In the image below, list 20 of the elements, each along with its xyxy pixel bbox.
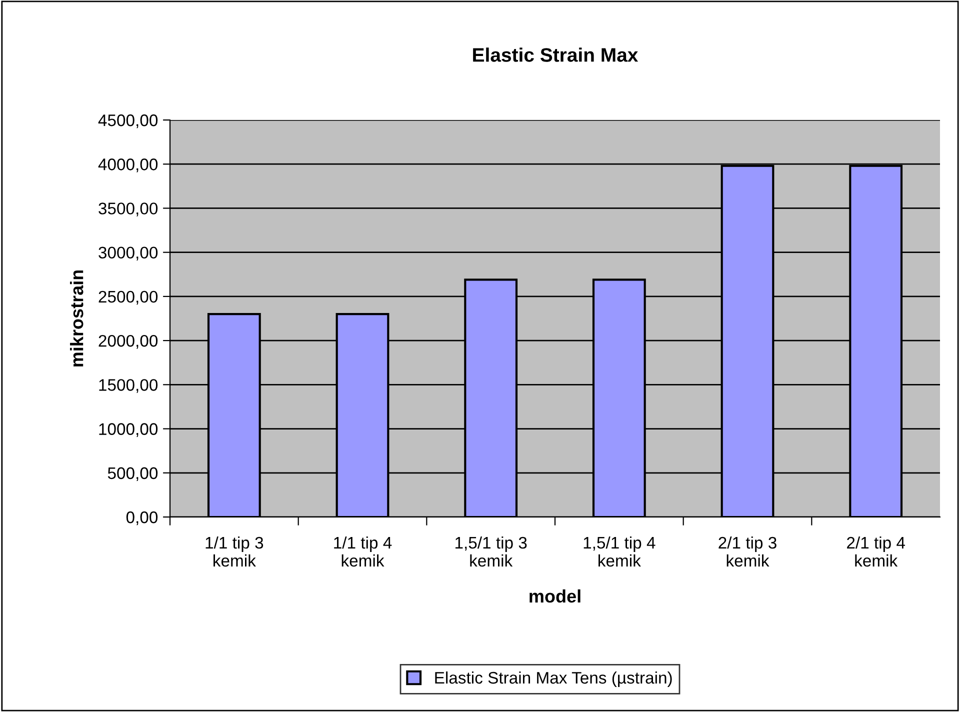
x-axis-title: model <box>530 589 580 603</box>
x-tick-label: 1,5/1 tip 4 kemik <box>584 536 656 567</box>
y-tick-label: 2000,00 <box>98 334 158 349</box>
y-tick-label: 4000,00 <box>98 158 158 172</box>
x-tick-label: 1/1 tip 4 kemik <box>334 536 392 567</box>
y-tick-label: 3500,00 <box>98 202 158 216</box>
y-tick-label: 2500,00 <box>98 290 158 305</box>
y-tick-label: 3000,00 <box>98 246 158 261</box>
y-tick-label: 0,00 <box>126 511 158 526</box>
y-tick-label: 4500,00 <box>98 114 158 128</box>
legend-label: Elastic Strain Max Tens (µstrain) <box>435 671 672 687</box>
y-tick-label: 500,00 <box>108 467 158 482</box>
y-tick-label: 1000,00 <box>99 423 158 437</box>
y-tick-label: 1500,00 <box>99 379 158 393</box>
x-tick-label: 2/1 tip 3 kemik <box>718 536 776 567</box>
x-tick-label: 1/1 tip 3 kemik <box>206 536 264 567</box>
y-axis-title: mikrostrain <box>70 270 84 366</box>
x-tick-label: 2/1 tip 4 kemik <box>847 536 905 567</box>
chart-title: Elastic Strain Max <box>473 48 638 62</box>
x-tick-label: 1,5/1 tip 3 kemik <box>456 536 527 567</box>
